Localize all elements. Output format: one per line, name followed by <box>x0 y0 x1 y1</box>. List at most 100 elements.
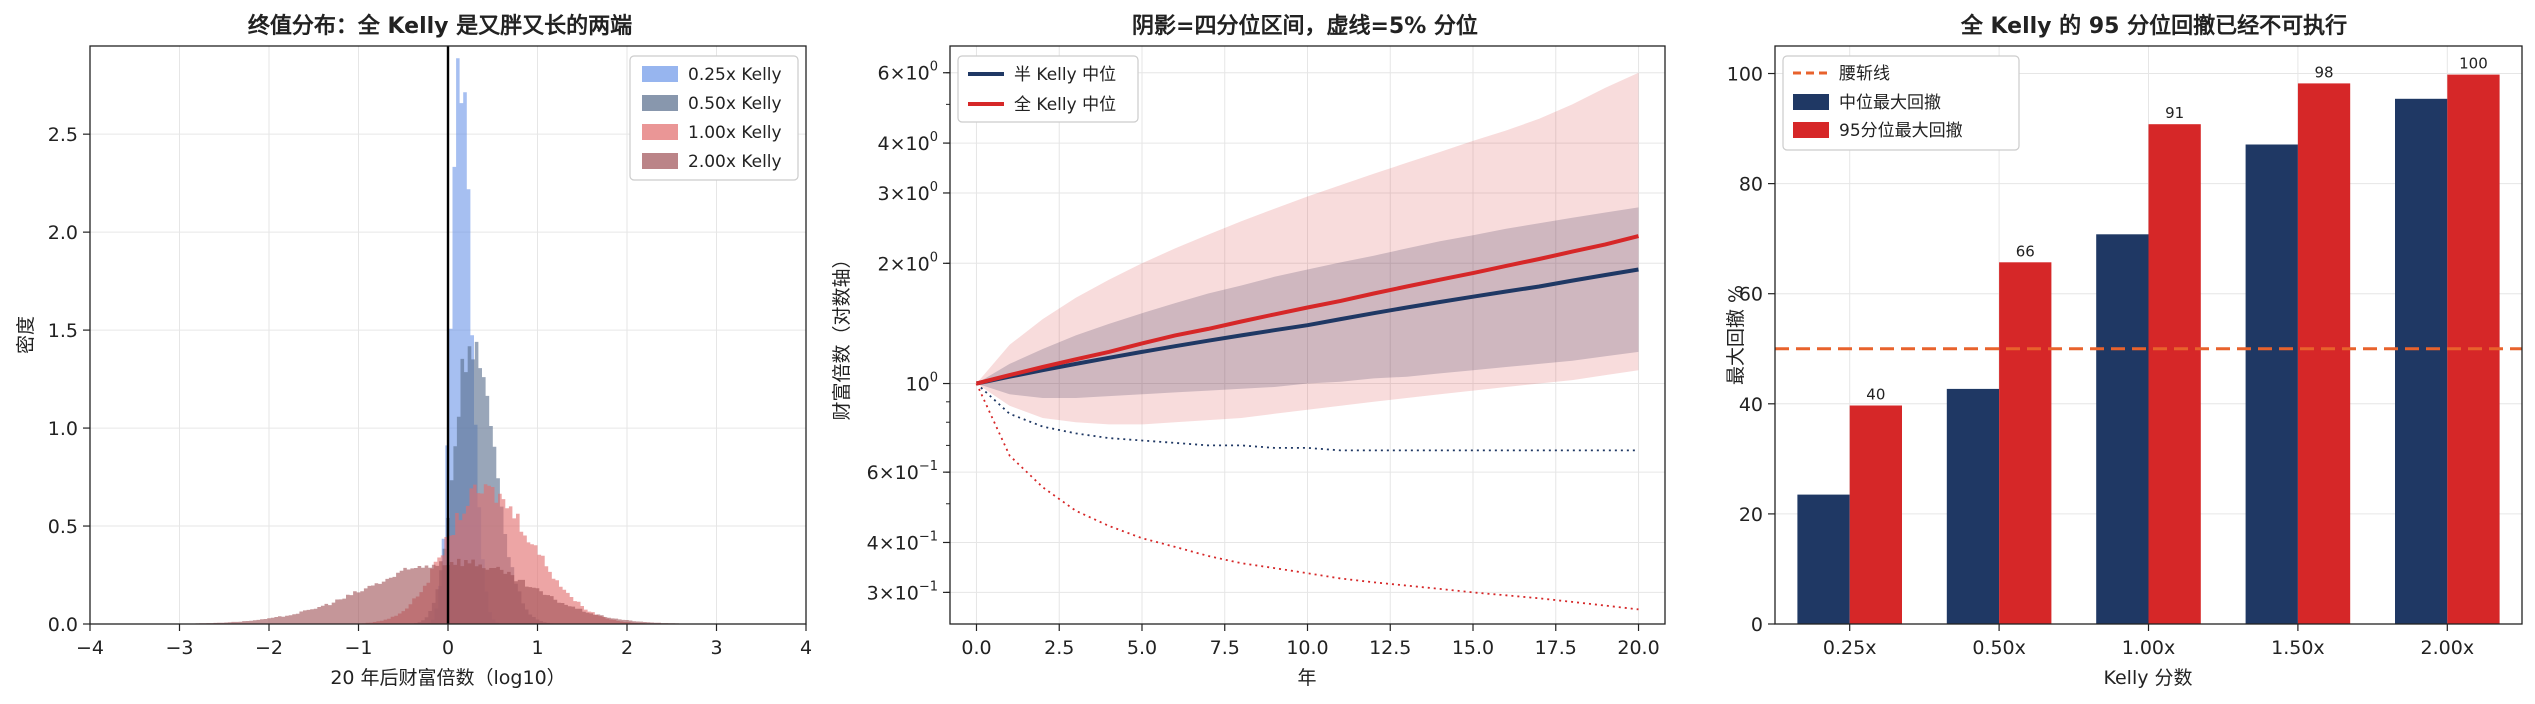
histogram-x-tick-label: 4 <box>800 637 812 659</box>
legend-label-2.00x: 2.00x Kelly <box>688 152 782 172</box>
histogram-series-0.25x-Kelly <box>416 58 507 624</box>
bar-y-tick-label: 60 <box>1739 284 1763 306</box>
histogram-x-label: 20 年后财富倍数（log10） <box>330 667 565 689</box>
line-legend: 半 Kelly 中位 全 Kelly 中位 <box>957 55 1139 123</box>
tick-mantissa: 6 <box>867 462 879 484</box>
histogram-x-tick-label: −1 <box>344 637 372 659</box>
bar-y-tick-label: 100 <box>1727 64 1763 86</box>
line-x-tick-label: 17.5 <box>1535 637 1577 659</box>
histogram-legend: 0.25x Kelly 0.50x Kelly 1.00x Kelly 2.00… <box>629 55 799 181</box>
bar-y-tick-label: 20 <box>1739 504 1763 526</box>
bar-x-tick-label: 1.50x <box>2271 637 2325 659</box>
bar-p95-1.00x <box>2148 124 2201 624</box>
line-title: 阴影=四分位区间，虚线=5% 分位 <box>1132 13 1478 39</box>
bar-value-label: 91 <box>2165 104 2184 122</box>
bar-median-1.00x <box>2096 234 2149 625</box>
bar-y-tick-label: 80 <box>1739 174 1763 196</box>
histogram-y-tick-label: 2.5 <box>48 124 78 146</box>
tick-times: 10 <box>906 374 930 396</box>
bar-legend-box <box>1782 55 2020 151</box>
line-y-label: 财富倍数（对数轴） <box>831 249 853 420</box>
tick-times: ×10 <box>890 253 930 275</box>
tick-exponent: 0 <box>930 130 938 145</box>
line-y-tick-label: 3×10−1 <box>867 579 938 604</box>
bar-x-label: Kelly 分数 <box>2103 667 2192 689</box>
tick-exponent: 0 <box>930 250 938 265</box>
histogram-y-tick-label: 1.0 <box>48 418 78 440</box>
line-x-tick-label: 12.5 <box>1369 637 1411 659</box>
histogram-x-tick-label: −3 <box>165 637 193 659</box>
histogram-x-ticks: −4 −3 −2 −1 0 1 2 3 4 <box>76 624 812 659</box>
histogram-series-0.50x-Kelly <box>385 341 565 624</box>
line-x-tick-label: 7.5 <box>1210 637 1240 659</box>
histogram-x-tick-label: 0 <box>442 637 454 659</box>
bar-median-2.00x <box>2395 98 2448 625</box>
legend-label-median-drawdown: 中位最大回撤 <box>1839 93 1941 113</box>
tick-times: ×10 <box>890 63 930 85</box>
line-y-tick-label: 4×100 <box>878 130 938 155</box>
tick-mantissa: 3 <box>867 582 879 604</box>
line-x-label: 年 <box>1297 667 1316 689</box>
line-x-tick-label: 20.0 <box>1617 637 1659 659</box>
line-x-tick-label: 15.0 <box>1452 637 1494 659</box>
legend-label-1.00x: 1.00x Kelly <box>688 123 782 143</box>
histogram-panel: 终值分布：全 Kelly 是又胖又长的两端 −4 −3 −2 −1 0 1 2 3 4 0.00… <box>15 13 812 689</box>
legend-swatch-median-drawdown <box>1793 94 1829 110</box>
median-line-1 <box>976 234 1639 386</box>
bar-y-tick-label: 0 <box>1751 614 1763 636</box>
histogram-legend-box <box>629 55 799 181</box>
bar-x-tick-label: 0.50x <box>1972 637 2026 659</box>
legend-swatch-1.00x <box>642 124 678 140</box>
bar-p95-1.50x <box>2297 83 2351 624</box>
bar-median-0.25x <box>1797 494 1850 624</box>
bar-value-label: 100 <box>2459 55 2488 73</box>
tick-exponent: 0 <box>930 60 938 75</box>
line-y-tick-label: 100 <box>906 371 938 396</box>
bar-legend: 腰斩线 中位最大回撤 95分位最大回撤 <box>1782 55 2020 151</box>
histogram-y-tick-label: 2.0 <box>48 222 78 244</box>
histogram-y-tick-label: 0.5 <box>48 516 78 538</box>
legend-label-0.50x: 0.50x Kelly <box>688 94 782 114</box>
histogram-y-label: 密度 <box>15 316 37 354</box>
bar-p95-0.50x <box>1999 262 2052 624</box>
tick-exponent: −1 <box>919 459 938 474</box>
line-series <box>975 234 1639 611</box>
histogram-x-tick-label: 2 <box>621 637 633 659</box>
tick-mantissa: 3 <box>878 183 890 205</box>
tick-mantissa: 4 <box>878 133 890 155</box>
legend-swatch-0.50x <box>642 95 678 111</box>
bar-title: 全 Kelly 的 95 分位回撤已经不可执行 <box>1960 13 2347 39</box>
line-x-tick-label: 5.0 <box>1127 637 1157 659</box>
bar-y-label: 最大回撤 % <box>1725 285 1747 385</box>
bar-p95-0.25x <box>1849 405 1902 624</box>
tick-exponent: −1 <box>919 529 938 544</box>
line-y-tick-label: 6×100 <box>878 60 938 85</box>
tick-mantissa: 6 <box>878 63 890 85</box>
line-y-ticks: 3×10−14×10−16×10−11002×1003×1004×1006×10… <box>867 60 950 604</box>
tick-mantissa: 4 <box>867 532 879 554</box>
histogram-y-ticks: 0.0 0.5 1.0 1.5 2.0 2.5 <box>48 124 90 636</box>
line-y-tick-label: 4×10−1 <box>867 529 938 554</box>
histogram-x-tick-label: −2 <box>255 637 283 659</box>
tick-times: ×10 <box>890 133 930 155</box>
tick-times: ×10 <box>879 462 919 484</box>
bar-y-tick-label: 40 <box>1739 394 1763 416</box>
bar-median-1.50x <box>2245 144 2298 624</box>
legend-label-p95-drawdown: 95分位最大回撤 <box>1839 121 1963 141</box>
quartile-band-1 <box>976 72 1639 425</box>
bar-panel: 全 Kelly 的 95 分位回撤已经不可执行 40 66 91 98 100 0.25… <box>1725 13 2523 689</box>
legend-label-half-kelly: 半 Kelly 中位 <box>1014 65 1116 85</box>
bar-x-ticks: 0.25x 0.50x 1.00x 1.50x 2.00x <box>1823 624 2474 659</box>
line-y-tick-label: 3×100 <box>878 180 938 205</box>
legend-swatch-2.00x <box>642 153 678 169</box>
histogram-x-tick-label: 3 <box>710 637 722 659</box>
line-x-tick-label: 10.0 <box>1286 637 1328 659</box>
histogram-series-1.00x-Kelly <box>251 484 717 624</box>
tick-exponent: 0 <box>930 371 938 386</box>
bar-x-tick-label: 0.25x <box>1823 637 1877 659</box>
histogram-x-tick-label: −4 <box>76 637 104 659</box>
bar-value-label: 40 <box>1866 385 1885 403</box>
bar-value-label: 98 <box>2314 63 2333 81</box>
line-y-tick-label: 2×100 <box>878 250 938 275</box>
